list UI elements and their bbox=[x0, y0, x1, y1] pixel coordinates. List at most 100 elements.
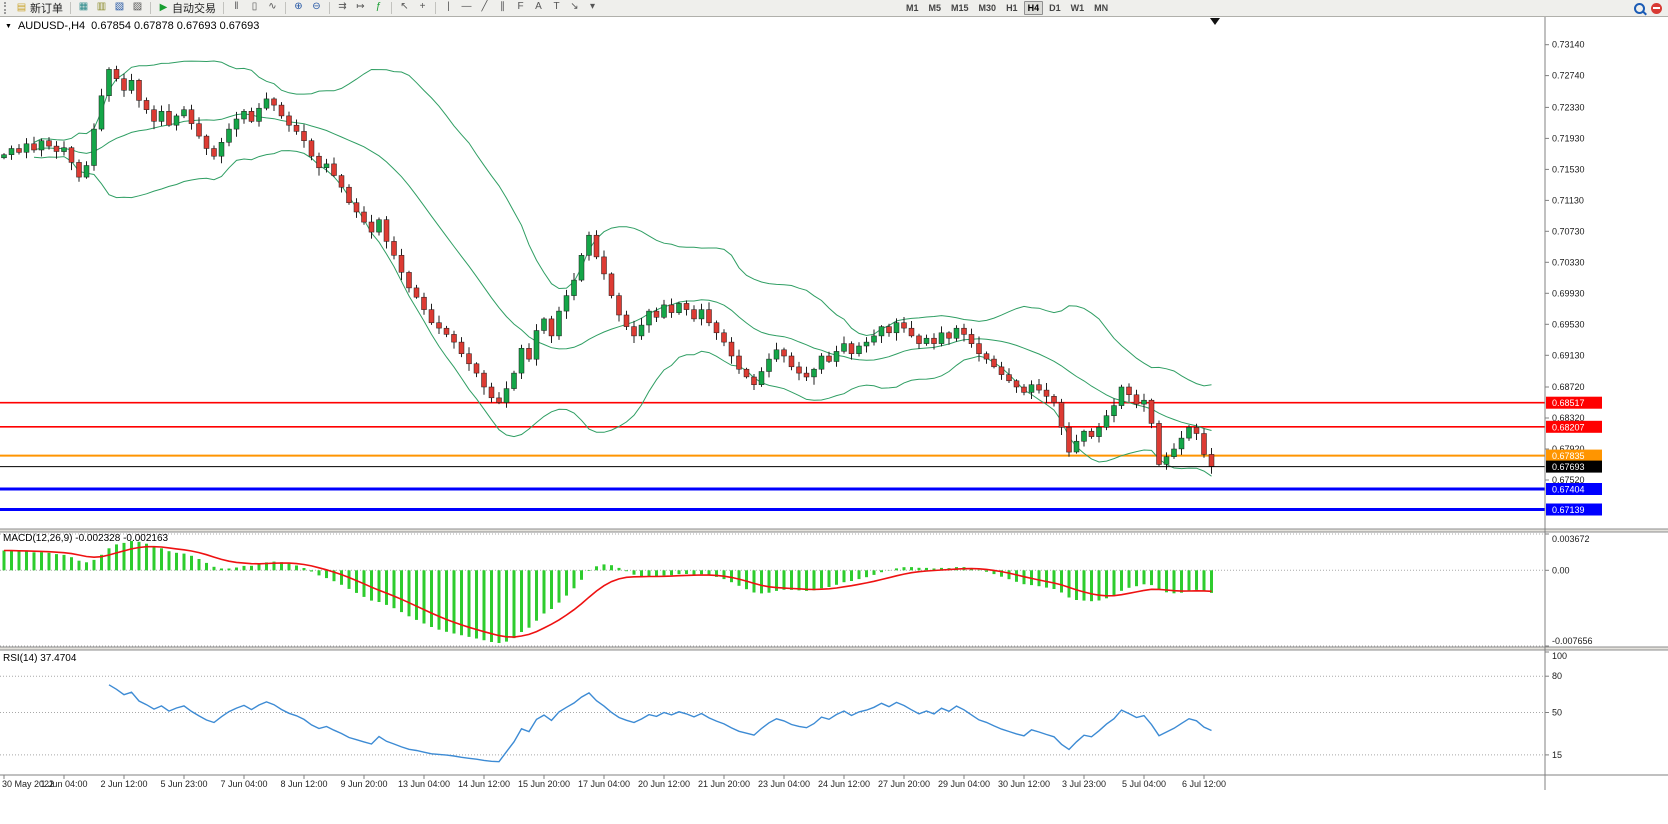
svg-text:15: 15 bbox=[1552, 750, 1562, 760]
svg-text:27 Jun 20:00: 27 Jun 20:00 bbox=[878, 779, 930, 789]
timeframe-m30[interactable]: M30 bbox=[978, 3, 997, 13]
svg-text:5 Jun 23:00: 5 Jun 23:00 bbox=[160, 779, 207, 789]
toolbar-grip[interactable] bbox=[4, 2, 10, 14]
svg-text:0.71130: 0.71130 bbox=[1552, 195, 1584, 205]
svg-text:-0.007656: -0.007656 bbox=[1552, 636, 1593, 646]
trendline-icon[interactable]: ╱ bbox=[481, 1, 488, 12]
price-tag: 0.67139 bbox=[1546, 503, 1602, 516]
chevron-down-icon[interactable]: ▾ bbox=[589, 1, 596, 12]
symbol-dropdown-icon[interactable]: ▼ bbox=[5, 22, 12, 30]
chart-shift-marker[interactable] bbox=[1210, 18, 1220, 25]
svg-text:0.67520: 0.67520 bbox=[1552, 475, 1585, 485]
toolbar-separator bbox=[285, 2, 286, 14]
svg-text:0.68320: 0.68320 bbox=[1552, 413, 1585, 423]
svg-text:0.71930: 0.71930 bbox=[1552, 133, 1585, 143]
cursor-icon[interactable]: ↖ bbox=[400, 1, 409, 12]
timeframe-d1[interactable]: D1 bbox=[1049, 3, 1061, 13]
svg-text:0.70330: 0.70330 bbox=[1552, 257, 1585, 267]
macd-indicator-label: MACD(12,26,9) -0.002328 -0.002163 bbox=[3, 533, 169, 544]
indicators-icon[interactable]: ƒ bbox=[375, 1, 382, 12]
svg-text:14 Jun 12:00: 14 Jun 12:00 bbox=[458, 779, 510, 789]
svg-text:29 Jun 04:00: 29 Jun 04:00 bbox=[938, 779, 990, 789]
candlestick-chart-icon[interactable]: ▯ bbox=[251, 1, 258, 12]
toolbar-separator bbox=[329, 2, 330, 14]
stop-icon[interactable] bbox=[1651, 2, 1662, 14]
price-tag: 0.68207 bbox=[1546, 420, 1602, 433]
arrows-tool-icon[interactable]: ↘ bbox=[570, 1, 579, 12]
svg-text:0.73140: 0.73140 bbox=[1552, 40, 1585, 50]
line-chart-icon[interactable]: ∿ bbox=[268, 1, 277, 12]
chart-symbol-period: AUDUSD-,H4 bbox=[17, 20, 86, 32]
price-tag: 0.67404 bbox=[1546, 483, 1602, 495]
zoom-out-icon[interactable]: ⊖ bbox=[312, 1, 321, 12]
vertical-line-icon[interactable]: | bbox=[447, 1, 450, 12]
svg-text:5 Jul 04:00: 5 Jul 04:00 bbox=[1122, 779, 1166, 789]
svg-text:21 Jun 20:00: 21 Jun 20:00 bbox=[698, 779, 750, 789]
svg-text:0.72330: 0.72330 bbox=[1552, 102, 1585, 112]
timeframe-m1[interactable]: M1 bbox=[906, 3, 919, 13]
chart-ohlc-values: 0.67854 0.67878 0.67693 0.67693 bbox=[91, 20, 260, 32]
navigator-icon[interactable]: ▧ bbox=[114, 1, 125, 12]
timeframe-mn[interactable]: MN bbox=[1094, 3, 1109, 13]
text-tool-icon[interactable]: A bbox=[535, 1, 542, 12]
price-axis-labels: 0.73140 0.72740 0.72330 0.71930 0.71530 0.711… bbox=[1545, 40, 1585, 485]
charts-icon[interactable]: ▥ bbox=[96, 1, 107, 12]
zoom-in-icon[interactable]: ⊕ bbox=[294, 1, 303, 12]
toolbar-separator bbox=[223, 2, 224, 14]
play-icon: ▶ bbox=[159, 2, 168, 13]
svg-text:0.71530: 0.71530 bbox=[1552, 164, 1585, 174]
svg-text:0.69130: 0.69130 bbox=[1552, 350, 1585, 360]
svg-text:6 Jul 12:00: 6 Jul 12:00 bbox=[1182, 779, 1226, 789]
fibonacci-icon[interactable]: F bbox=[517, 1, 524, 12]
timeframe-m5[interactable]: M5 bbox=[928, 3, 942, 13]
auto-trading-button[interactable]: ▶ 自动交易 bbox=[155, 1, 219, 15]
auto-trading-label: 自动交易 bbox=[172, 3, 216, 15]
svg-text:0.70730: 0.70730 bbox=[1552, 226, 1585, 236]
svg-text:0.67139: 0.67139 bbox=[1552, 505, 1585, 515]
search-icon[interactable] bbox=[1634, 2, 1645, 14]
panel-splitter[interactable] bbox=[0, 529, 1668, 532]
bar-chart-icon[interactable]: ‖ bbox=[234, 1, 239, 12]
svg-text:30 Jun 12:00: 30 Jun 12:00 bbox=[998, 779, 1050, 789]
svg-text:17 Jun 04:00: 17 Jun 04:00 bbox=[578, 779, 630, 789]
svg-text:0.67404: 0.67404 bbox=[1552, 485, 1585, 495]
svg-text:30 May 2022: 30 May 2022 bbox=[2, 779, 54, 789]
svg-text:8 Jun 12:00: 8 Jun 12:00 bbox=[280, 779, 327, 789]
new-order-icon: ▤ bbox=[16, 2, 27, 13]
tile-windows-icon[interactable]: ▦ bbox=[78, 1, 89, 12]
svg-text:0.67693: 0.67693 bbox=[1552, 462, 1585, 472]
timeframe-h1[interactable]: H1 bbox=[1006, 3, 1018, 13]
timeframe-h4[interactable]: H4 bbox=[1023, 1, 1044, 15]
svg-text:0.00: 0.00 bbox=[1552, 565, 1570, 575]
new-order-button[interactable]: ▤ 新订单 bbox=[13, 1, 66, 15]
crosshair-icon[interactable]: + bbox=[419, 1, 426, 12]
svg-text:15 Jun 20:00: 15 Jun 20:00 bbox=[518, 779, 570, 789]
toolbar-separator bbox=[70, 2, 71, 14]
toolbar-separator bbox=[435, 2, 436, 14]
price-tag: 0.67693 bbox=[1546, 460, 1602, 473]
rsi-panel: 100 80 50 15 bbox=[0, 651, 1567, 763]
toolbar-right-group bbox=[1634, 2, 1666, 14]
label-tool-icon[interactable]: T bbox=[553, 1, 560, 12]
svg-text:0.69530: 0.69530 bbox=[1552, 319, 1585, 329]
svg-text:13 Jun 04:00: 13 Jun 04:00 bbox=[398, 779, 450, 789]
auto-scroll-icon[interactable]: ⇉ bbox=[338, 1, 347, 12]
chart-shift-icon[interactable]: ↦ bbox=[356, 1, 365, 12]
channel-icon[interactable]: ∥ bbox=[500, 1, 505, 12]
new-order-label: 新订单 bbox=[30, 3, 63, 15]
toolbar-separator bbox=[150, 2, 151, 14]
macd-panel: 0.003672 0.00 -0.007656 bbox=[0, 533, 1593, 647]
svg-text:7 Jun 04:00: 7 Jun 04:00 bbox=[220, 779, 267, 789]
horizontal-line-icon[interactable]: ― bbox=[461, 1, 472, 12]
toolbar-separator bbox=[391, 2, 392, 14]
svg-text:1 Jun 04:00: 1 Jun 04:00 bbox=[40, 779, 87, 789]
terminal-icon[interactable]: ▨ bbox=[132, 1, 143, 12]
timeframe-w1[interactable]: W1 bbox=[1070, 3, 1085, 13]
svg-text:50: 50 bbox=[1552, 708, 1562, 718]
panel-splitter[interactable] bbox=[0, 647, 1668, 650]
rsi-indicator-label: RSI(14) 37.4704 bbox=[3, 653, 77, 664]
timeframe-m15[interactable]: M15 bbox=[951, 3, 969, 13]
